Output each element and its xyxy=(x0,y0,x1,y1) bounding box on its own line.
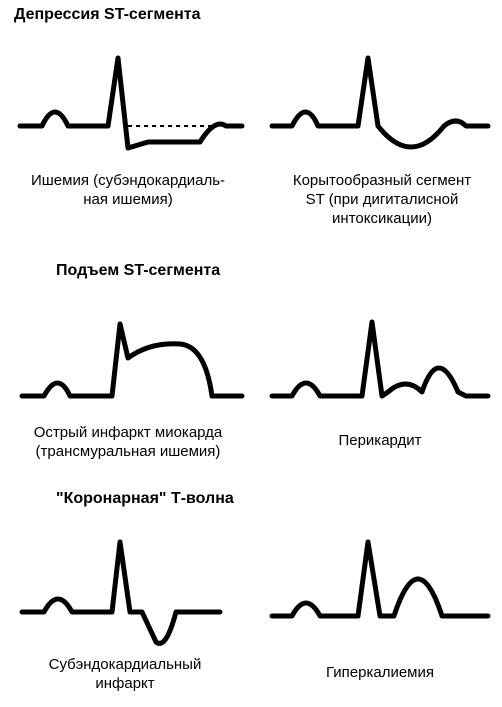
caption-hyperkalemia: Гиперкалиемия xyxy=(300,664,460,683)
ecg-trace xyxy=(272,322,488,396)
ecg-panel-subendocardial-infarct xyxy=(10,512,250,652)
ecg-panel-digitalis xyxy=(266,28,496,168)
caption-ischemia: Ишемия (субэндокардиаль-ная ишемия) xyxy=(8,172,248,210)
ecg-trace xyxy=(22,324,242,396)
ecg-trace xyxy=(20,58,242,148)
section-title-1: Депрессия ST-сегмента xyxy=(14,6,201,24)
ecg-trace xyxy=(272,542,488,616)
section-title-3: "Коронарная" Т-волна xyxy=(56,490,234,508)
ecg-diagram-page: Депрессия ST-сегмента Подъем ST-сегмента… xyxy=(0,0,502,707)
caption-pericarditis: Перикардит xyxy=(300,432,460,451)
caption-acute-mi: Острый инфаркт миокарда(трансмуральная и… xyxy=(8,424,248,462)
ecg-panel-pericarditis xyxy=(266,284,496,424)
ecg-panel-ischemia xyxy=(10,28,250,168)
ecg-trace xyxy=(22,542,220,643)
section-title-2: Подъем ST-сегмента xyxy=(56,262,220,280)
ecg-panel-acute-mi xyxy=(10,284,250,424)
caption-subendocardial-infarct: Субэндокардиальныйинфаркт xyxy=(20,656,230,694)
caption-digitalis: Корытообразный сегментST (при дигиталисн… xyxy=(264,172,500,228)
ecg-panel-hyperkalemia xyxy=(266,512,496,652)
ecg-trace xyxy=(272,58,488,147)
